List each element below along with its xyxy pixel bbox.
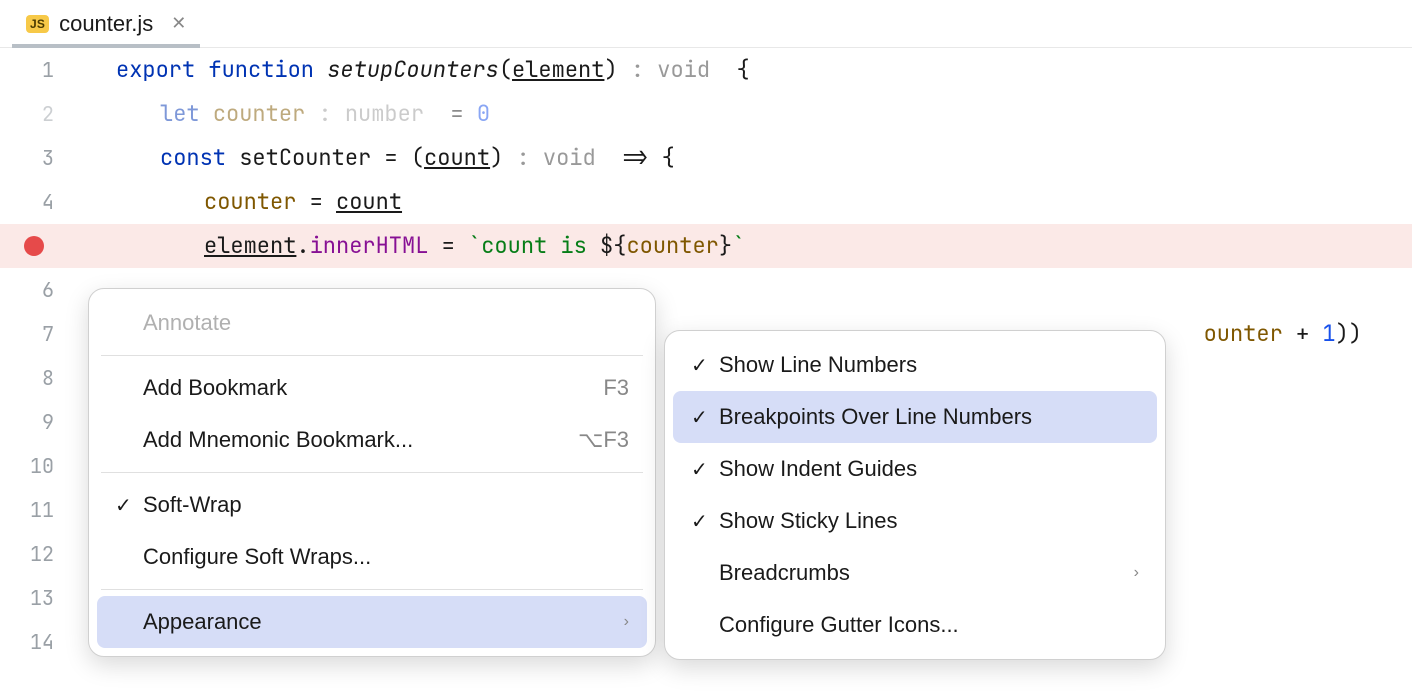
line-number: 3: [42, 145, 54, 171]
menu-item-annotate: Annotate: [97, 297, 647, 349]
menu-item-soft-wrap[interactable]: ✓Soft-Wrap: [97, 479, 647, 531]
code-line[interactable]: 4 counter = count: [0, 180, 1412, 224]
menu-item-label: Annotate: [143, 310, 629, 336]
menu-item-label: Configure Soft Wraps...: [143, 544, 629, 570]
line-number: 4: [42, 189, 54, 215]
line-number: 10: [30, 453, 54, 479]
menu-item-add-bookmark[interactable]: Add BookmarkF3: [97, 362, 647, 414]
code-content: let counter : number = 0: [72, 92, 490, 136]
code-content: const setCounter = (count) : void => {: [72, 136, 675, 180]
gutter[interactable]: 6: [0, 268, 72, 312]
menu-item-show-indent-guides[interactable]: ✓Show Indent Guides: [673, 443, 1157, 495]
chevron-right-icon: ›: [624, 613, 629, 631]
menu-item-label: Show Indent Guides: [719, 456, 1139, 482]
gutter-context-menu: AnnotateAdd BookmarkF3Add Mnemonic Bookm…: [88, 288, 656, 657]
checkmark-icon: ✓: [691, 353, 719, 378]
breakpoint-icon[interactable]: [24, 236, 44, 256]
checkmark-icon: ✓: [691, 457, 719, 482]
line-number: 12: [30, 541, 54, 567]
menu-separator: [101, 355, 643, 356]
menu-item-label: Add Mnemonic Bookmark...: [143, 427, 578, 453]
gutter[interactable]: 4: [0, 180, 72, 224]
menu-item-configure-gutter-icons[interactable]: Configure Gutter Icons...: [673, 599, 1157, 651]
menu-separator: [101, 472, 643, 473]
menu-item-show-sticky-lines[interactable]: ✓Show Sticky Lines: [673, 495, 1157, 547]
menu-item-label: Appearance: [143, 609, 624, 635]
line-number: 2: [42, 101, 54, 127]
gutter[interactable]: 3: [0, 136, 72, 180]
code-line[interactable]: 1 export function setupCounters(element) …: [0, 48, 1412, 92]
menu-item-show-line-numbers[interactable]: ✓Show Line Numbers: [673, 339, 1157, 391]
code-line[interactable]: element.innerHTML = `count is ${counter}…: [0, 224, 1412, 268]
code-content: ounter + 1)): [1204, 312, 1362, 356]
code-content: counter = count: [72, 180, 402, 224]
code-content: element.innerHTML = `count is ${counter}…: [72, 224, 745, 268]
chevron-right-icon: ›: [1134, 564, 1139, 582]
line-number: 11: [30, 497, 54, 523]
gutter[interactable]: 1: [0, 48, 72, 92]
gutter[interactable]: 2: [0, 92, 72, 136]
gutter[interactable]: 10: [0, 444, 72, 488]
line-number: 6: [42, 277, 54, 303]
tab-bar: JS counter.js ✕: [0, 0, 1412, 48]
menu-item-label: Show Line Numbers: [719, 352, 1139, 378]
line-number: 1: [42, 57, 54, 83]
tab-filename: counter.js: [59, 11, 153, 37]
menu-item-breakpoints-over-line-numbers[interactable]: ✓Breakpoints Over Line Numbers: [673, 391, 1157, 443]
gutter[interactable]: 13: [0, 576, 72, 620]
line-number: 14: [30, 629, 54, 655]
menu-item-label: Add Bookmark: [143, 375, 603, 401]
menu-item-label: Configure Gutter Icons...: [719, 612, 1139, 638]
gutter[interactable]: 14: [0, 620, 72, 664]
line-number: 7: [42, 321, 54, 347]
menu-shortcut: F3: [603, 375, 629, 401]
menu-item-label: Soft-Wrap: [143, 492, 629, 518]
line-number: 8: [42, 365, 54, 391]
js-file-icon: JS: [26, 15, 49, 33]
appearance-submenu: ✓Show Line Numbers✓Breakpoints Over Line…: [664, 330, 1166, 660]
menu-item-add-mnemonic-bookmark[interactable]: Add Mnemonic Bookmark...⌥F3: [97, 414, 647, 466]
code-content: export function setupCounters(element) :…: [72, 48, 750, 92]
menu-item-appearance[interactable]: Appearance›: [97, 596, 647, 648]
menu-shortcut: ⌥F3: [578, 427, 629, 453]
menu-item-label: Breadcrumbs: [719, 560, 1134, 586]
line-number: 13: [30, 585, 54, 611]
code-line[interactable]: 2 let counter : number = 0: [0, 92, 1412, 136]
menu-separator: [101, 589, 643, 590]
editor-tab[interactable]: JS counter.js ✕: [12, 0, 200, 47]
close-icon[interactable]: ✕: [171, 13, 186, 34]
gutter[interactable]: 11: [0, 488, 72, 532]
menu-item-label: Breakpoints Over Line Numbers: [719, 404, 1139, 430]
menu-item-breadcrumbs[interactable]: Breadcrumbs›: [673, 547, 1157, 599]
gutter[interactable]: 7: [0, 312, 72, 356]
menu-item-label: Show Sticky Lines: [719, 508, 1139, 534]
gutter[interactable]: 9: [0, 400, 72, 444]
checkmark-icon: ✓: [691, 509, 719, 534]
gutter[interactable]: 12: [0, 532, 72, 576]
checkmark-icon: ✓: [691, 405, 719, 430]
gutter[interactable]: 8: [0, 356, 72, 400]
checkmark-icon: ✓: [115, 493, 143, 518]
menu-item-configure-soft-wraps[interactable]: Configure Soft Wraps...: [97, 531, 647, 583]
code-line[interactable]: 3 const setCounter = (count) : void => {: [0, 136, 1412, 180]
line-number: 9: [42, 409, 54, 435]
